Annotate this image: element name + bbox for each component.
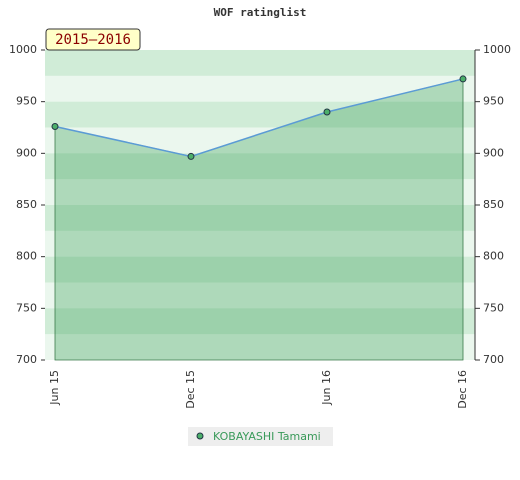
x-tick-label: Dec 15 <box>184 370 197 409</box>
x-tick-label: Dec 16 <box>456 370 469 409</box>
y2-tick-label: 800 <box>483 250 504 263</box>
legend <box>188 427 333 446</box>
marker <box>459 75 467 83</box>
y-tick-label: 750 <box>16 301 37 314</box>
y-tick-label: 900 <box>16 146 37 159</box>
y2-tick-label: 850 <box>483 198 504 211</box>
legend-text: KOBAYASHI Tamami <box>213 430 321 443</box>
y2-tick-label: 950 <box>483 95 504 108</box>
band <box>45 205 475 231</box>
y-tick-label: 800 <box>16 250 37 263</box>
line <box>54 78 464 158</box>
band <box>45 308 475 335</box>
band <box>45 153 475 180</box>
band <box>45 101 475 128</box>
marker <box>187 152 195 160</box>
y-tick-label: 700 <box>16 353 37 366</box>
marker <box>323 108 331 116</box>
band <box>45 230 475 257</box>
x-tick-label: Jun 16 <box>320 370 333 406</box>
y-tick-label: 1000 <box>9 43 37 56</box>
marker <box>51 122 59 130</box>
y2-tick-label: 900 <box>483 146 504 159</box>
y2-tick-label: 750 <box>483 301 504 314</box>
legend-marker <box>196 432 204 440</box>
band <box>45 179 475 205</box>
annotation-box <box>45 28 141 51</box>
band <box>45 256 475 283</box>
chart-title: WOF ratinglist <box>214 6 307 19</box>
y-tick-label: 850 <box>16 198 37 211</box>
band <box>45 334 475 360</box>
plot-area <box>45 50 475 360</box>
y-tick-label: 950 <box>16 95 37 108</box>
x-tick-label: Jun 15 <box>48 370 61 406</box>
annotation: 2015–2016 <box>55 32 131 48</box>
band <box>45 282 475 309</box>
y2-tick-label: 1000 <box>483 43 511 56</box>
y2-tick-label: 700 <box>483 353 504 366</box>
band <box>45 50 475 76</box>
band <box>45 75 475 102</box>
